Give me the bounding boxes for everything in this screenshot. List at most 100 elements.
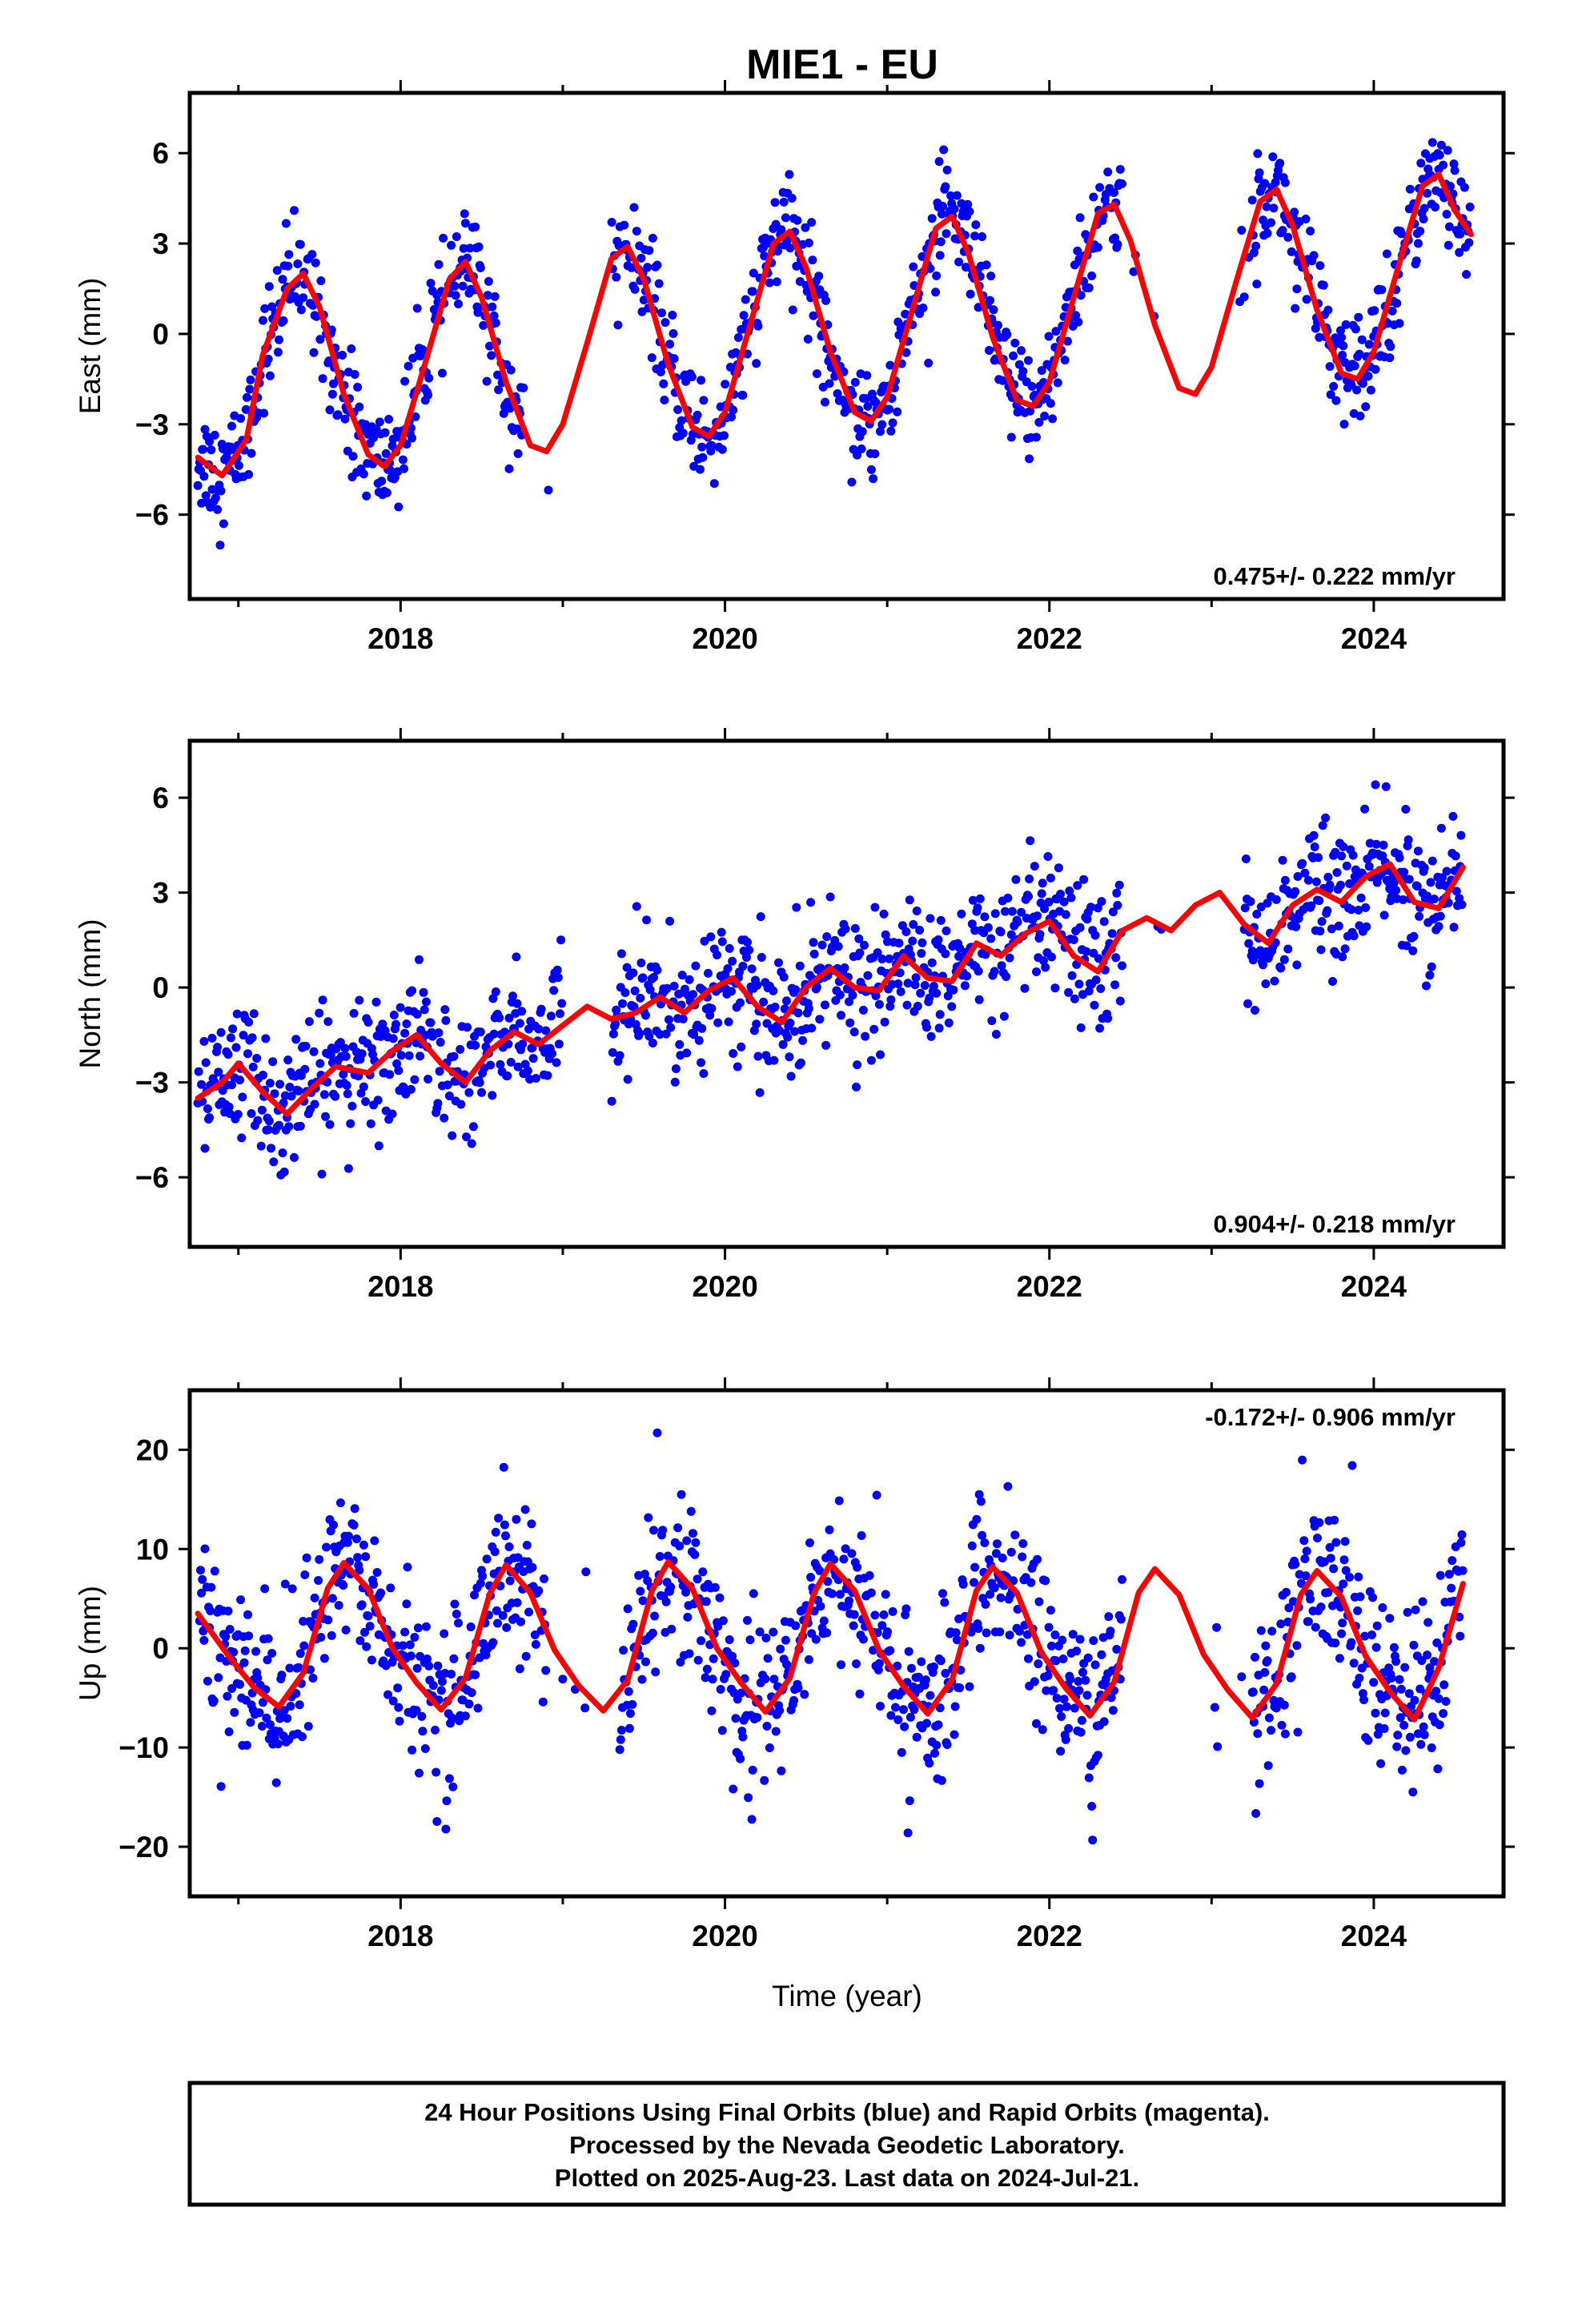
data-point <box>990 1583 999 1593</box>
data-point <box>995 1627 1005 1637</box>
data-point <box>388 1696 398 1706</box>
data-point <box>1395 853 1404 862</box>
data-point <box>451 291 460 300</box>
data-point <box>408 986 417 995</box>
data-point <box>515 1664 524 1674</box>
data-point <box>1049 1686 1058 1695</box>
data-point <box>1129 267 1138 276</box>
data-point <box>1267 218 1276 227</box>
rate-annotation-east: 0.475+/- 0.222 mm/yr <box>1214 562 1456 590</box>
y-axis-label-up: Up (mm) <box>74 1586 106 1701</box>
data-point <box>699 396 709 405</box>
data-point <box>793 215 802 225</box>
data-point <box>265 371 275 380</box>
data-point <box>917 938 927 947</box>
data-point <box>1006 1547 1016 1557</box>
data-point <box>990 909 1000 919</box>
data-point <box>278 1148 287 1158</box>
data-point <box>1115 996 1125 1006</box>
data-point <box>1419 863 1429 873</box>
data-point <box>1033 1554 1042 1564</box>
y-tick-label: 6 <box>152 782 169 814</box>
data-point <box>385 1070 395 1080</box>
data-point <box>1449 159 1459 169</box>
data-point <box>752 359 761 368</box>
data-point <box>1403 1607 1412 1617</box>
data-point <box>340 414 350 424</box>
data-point <box>1405 1732 1415 1742</box>
data-point <box>1413 239 1423 248</box>
data-point <box>749 268 758 278</box>
data-point <box>934 1023 944 1033</box>
data-point <box>1331 396 1341 405</box>
data-point <box>485 341 494 351</box>
data-point <box>295 1649 305 1659</box>
data-point <box>1282 1587 1291 1597</box>
data-point <box>355 1566 364 1575</box>
data-point <box>1106 1693 1116 1703</box>
data-point <box>482 376 492 386</box>
data-point <box>1347 1461 1357 1470</box>
data-point <box>777 1766 786 1775</box>
data-point <box>863 401 873 411</box>
data-point <box>1082 915 1092 924</box>
data-point <box>531 1639 540 1649</box>
data-point <box>632 902 641 911</box>
data-point <box>1251 1809 1261 1818</box>
data-point <box>235 1679 244 1689</box>
data-point <box>295 1121 305 1131</box>
data-point <box>205 1113 215 1123</box>
data-point <box>1087 1802 1097 1811</box>
data-point <box>369 1580 379 1589</box>
data-point <box>1455 247 1464 257</box>
data-point <box>1038 879 1047 888</box>
data-point <box>798 1035 808 1045</box>
data-point <box>907 1663 916 1673</box>
data-point <box>1009 351 1018 360</box>
data-point <box>728 1651 737 1661</box>
data-point <box>713 951 722 959</box>
data-point <box>201 1058 211 1068</box>
data-point <box>938 202 947 211</box>
data-point <box>450 1599 460 1609</box>
data-point <box>638 973 648 983</box>
data-point <box>538 1697 548 1707</box>
data-point <box>701 1673 710 1683</box>
data-point <box>934 157 944 167</box>
data-point <box>1252 910 1262 919</box>
data-point <box>1311 877 1321 887</box>
data-point <box>636 993 645 1003</box>
data-point <box>1043 1671 1053 1680</box>
data-point <box>207 445 216 455</box>
data-point <box>236 1595 246 1605</box>
data-point <box>1451 851 1460 861</box>
data-point <box>721 1670 731 1679</box>
data-point <box>1064 1723 1074 1733</box>
data-point <box>1046 399 1055 408</box>
data-point <box>549 986 559 995</box>
data-point <box>743 938 752 947</box>
data-points-up <box>195 1428 1468 1845</box>
data-point <box>241 404 251 414</box>
data-point <box>536 1004 546 1014</box>
data-point <box>1347 905 1356 915</box>
data-point <box>950 1702 960 1711</box>
data-point <box>857 444 866 453</box>
data-point <box>298 1732 307 1742</box>
data-point <box>940 1598 950 1607</box>
data-point <box>912 1732 921 1742</box>
data-point <box>1054 863 1063 873</box>
data-point <box>242 392 251 402</box>
data-point <box>666 1023 676 1032</box>
data-point <box>1327 924 1336 934</box>
data-point <box>228 1024 238 1034</box>
data-point <box>917 1657 926 1667</box>
data-point <box>1336 326 1345 336</box>
data-point <box>1302 1546 1311 1556</box>
data-point <box>1351 324 1360 334</box>
data-point <box>284 250 294 259</box>
data-point <box>866 465 876 474</box>
data-point <box>998 376 1007 385</box>
data-point <box>1393 1731 1403 1740</box>
